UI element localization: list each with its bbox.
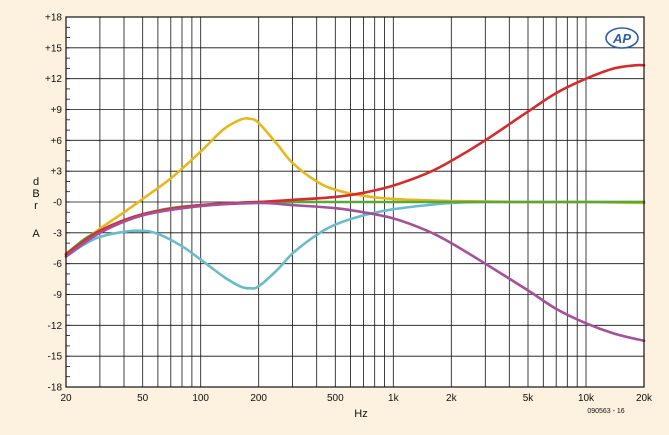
y-axis-label-letter: B: [32, 188, 39, 200]
x-tick-label: 50: [137, 393, 149, 404]
y-tick-label: -15: [48, 352, 63, 363]
y-tick-label: +6: [51, 136, 63, 147]
y-axis-label: dBr A: [32, 176, 40, 240]
y-axis-label-letter: d: [33, 176, 39, 188]
y-axis-label-letter: r: [34, 200, 38, 212]
figure-id: 090563 - 16: [587, 408, 624, 415]
y-tick-label: -3: [53, 228, 62, 239]
x-tick-label: 500: [327, 393, 344, 404]
y-tick-label: -6: [53, 259, 62, 270]
x-tick-label: 2k: [446, 393, 458, 404]
x-tick-labels: 20 50 100 200 500 1k 2k 5k 10k 20k: [60, 393, 653, 404]
y-axis-label-letter: A: [32, 228, 40, 240]
x-tick-label: 10k: [578, 393, 595, 404]
y-tick-label: -9: [53, 290, 62, 301]
ap-logo-icon: AP: [605, 27, 639, 49]
svg-text:AP: AP: [612, 31, 631, 46]
x-tick-label: 1k: [388, 393, 400, 404]
y-tick-label: +15: [45, 43, 62, 54]
x-axis-label: Hz: [354, 408, 367, 420]
x-tick-label: 20: [60, 393, 72, 404]
plot-border: [65, 16, 645, 388]
series-lines: [64, 63, 646, 343]
y-tick-label: +3: [51, 167, 63, 178]
y-tick-label: -12: [48, 321, 63, 332]
y-tick-label: -0: [53, 198, 62, 209]
x-tick-label: 5k: [523, 393, 535, 404]
y-tick-label: +9: [51, 105, 63, 116]
x-tick-label: 20k: [636, 393, 653, 404]
y-tick-label: +12: [45, 74, 62, 85]
x-tick-label: 100: [192, 393, 209, 404]
y-tick-label: +18: [45, 13, 62, 24]
series-line-5: [64, 201, 646, 343]
y-tick-label: -18: [48, 383, 63, 394]
y-tick-labels: +18 +15 +12 +9 +6 +3 -0 -3 -6 -9 -12 -15 -18: [45, 13, 70, 394]
x-tick-label: 200: [250, 393, 267, 404]
